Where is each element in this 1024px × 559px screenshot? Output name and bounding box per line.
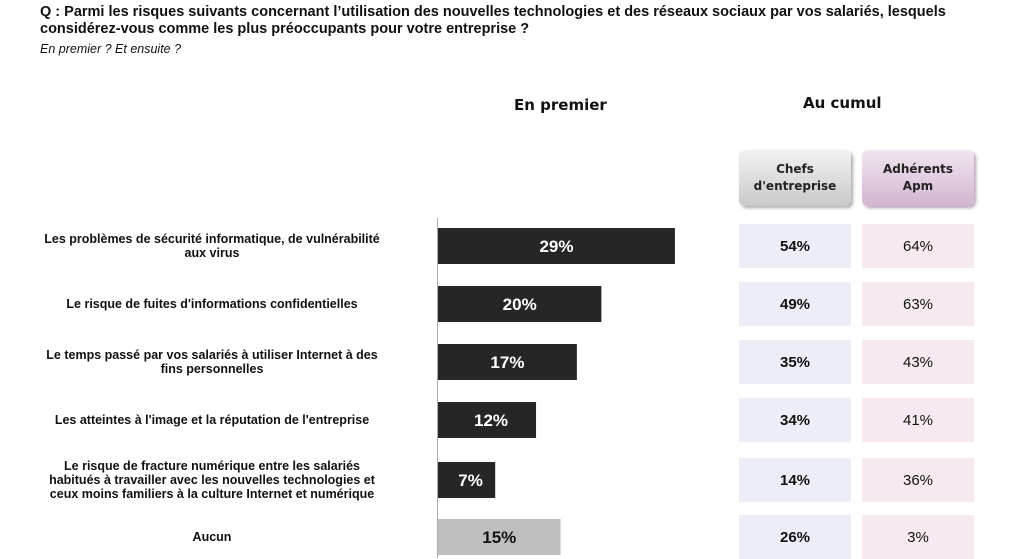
- cell-apm: 3%: [862, 515, 974, 559]
- category-label: Les atteintes à l'image et la réputation…: [2, 413, 422, 427]
- category-label: Le temps passé par vos salariés à utilis…: [2, 348, 422, 376]
- category-label-line: ceux moins familiers à la culture Intern…: [49, 487, 375, 501]
- cell-chefs: 26%: [739, 515, 851, 559]
- subquestion-text: En premier ? Et ensuite ?: [40, 42, 182, 56]
- bar: [438, 228, 675, 264]
- header-au-cumul: Au cumul: [803, 94, 882, 112]
- category-label: Le risque de fuites d'informations confi…: [2, 297, 422, 311]
- bar: [438, 462, 496, 498]
- cell-chefs: 14%: [739, 458, 851, 502]
- bar: [438, 402, 537, 438]
- category-label-line: Le risque de fracture numérique entre le…: [64, 459, 360, 473]
- column-header-chefs-label: Chefs d'entreprise: [753, 162, 837, 193]
- category-label-line: habitués à travailler avec les nouvelles…: [49, 473, 375, 487]
- column-header-apm-label: Adhérents Apm: [882, 162, 954, 193]
- bar-value-label: 15%: [482, 528, 516, 547]
- category-label: Aucun: [2, 530, 422, 544]
- bar: [438, 519, 561, 555]
- category-label-line: Les atteintes à l'image et la réputation…: [54, 413, 370, 427]
- column-header-apm: Adhérents Apm: [862, 150, 974, 206]
- bar-axis-line: [437, 218, 438, 558]
- category-label: Le risque de fracture numérique entre le…: [2, 459, 422, 501]
- bar: [438, 286, 602, 322]
- column-header-chefs: Chefs d'entreprise: [739, 150, 851, 206]
- category-label: Les problèmes de sécurité informatique, …: [2, 232, 422, 260]
- bar-value-label: 20%: [503, 295, 537, 314]
- category-label-line: Aucun: [192, 530, 232, 544]
- category-label-line: fins personnelles: [160, 362, 264, 376]
- category-label-line: Les problèmes de sécurité informatique, …: [44, 232, 380, 246]
- category-label-line: aux virus: [184, 246, 240, 260]
- cell-chefs: 49%: [739, 282, 851, 326]
- cell-chefs: 35%: [739, 340, 851, 384]
- cell-apm: 63%: [862, 282, 974, 326]
- bar-value-label: 29%: [539, 237, 573, 256]
- bar-value-label: 12%: [474, 411, 508, 430]
- bar-value-label: 7%: [458, 471, 483, 490]
- cell-chefs: 54%: [739, 224, 851, 268]
- cell-chefs: 34%: [739, 398, 851, 442]
- category-label-line: Le risque de fuites d'informations confi…: [66, 297, 358, 311]
- header-en-premier: En premier: [514, 96, 607, 114]
- bar: [438, 344, 577, 380]
- cell-apm: 43%: [862, 340, 974, 384]
- cell-apm: 41%: [862, 398, 974, 442]
- bar-value-label: 17%: [490, 353, 524, 372]
- question-text: Q : Parmi les risques suivants concernan…: [40, 4, 946, 37]
- cell-apm: 36%: [862, 458, 974, 502]
- category-label-line: Le temps passé par vos salariés à utilis…: [46, 348, 378, 362]
- cell-apm: 64%: [862, 224, 974, 268]
